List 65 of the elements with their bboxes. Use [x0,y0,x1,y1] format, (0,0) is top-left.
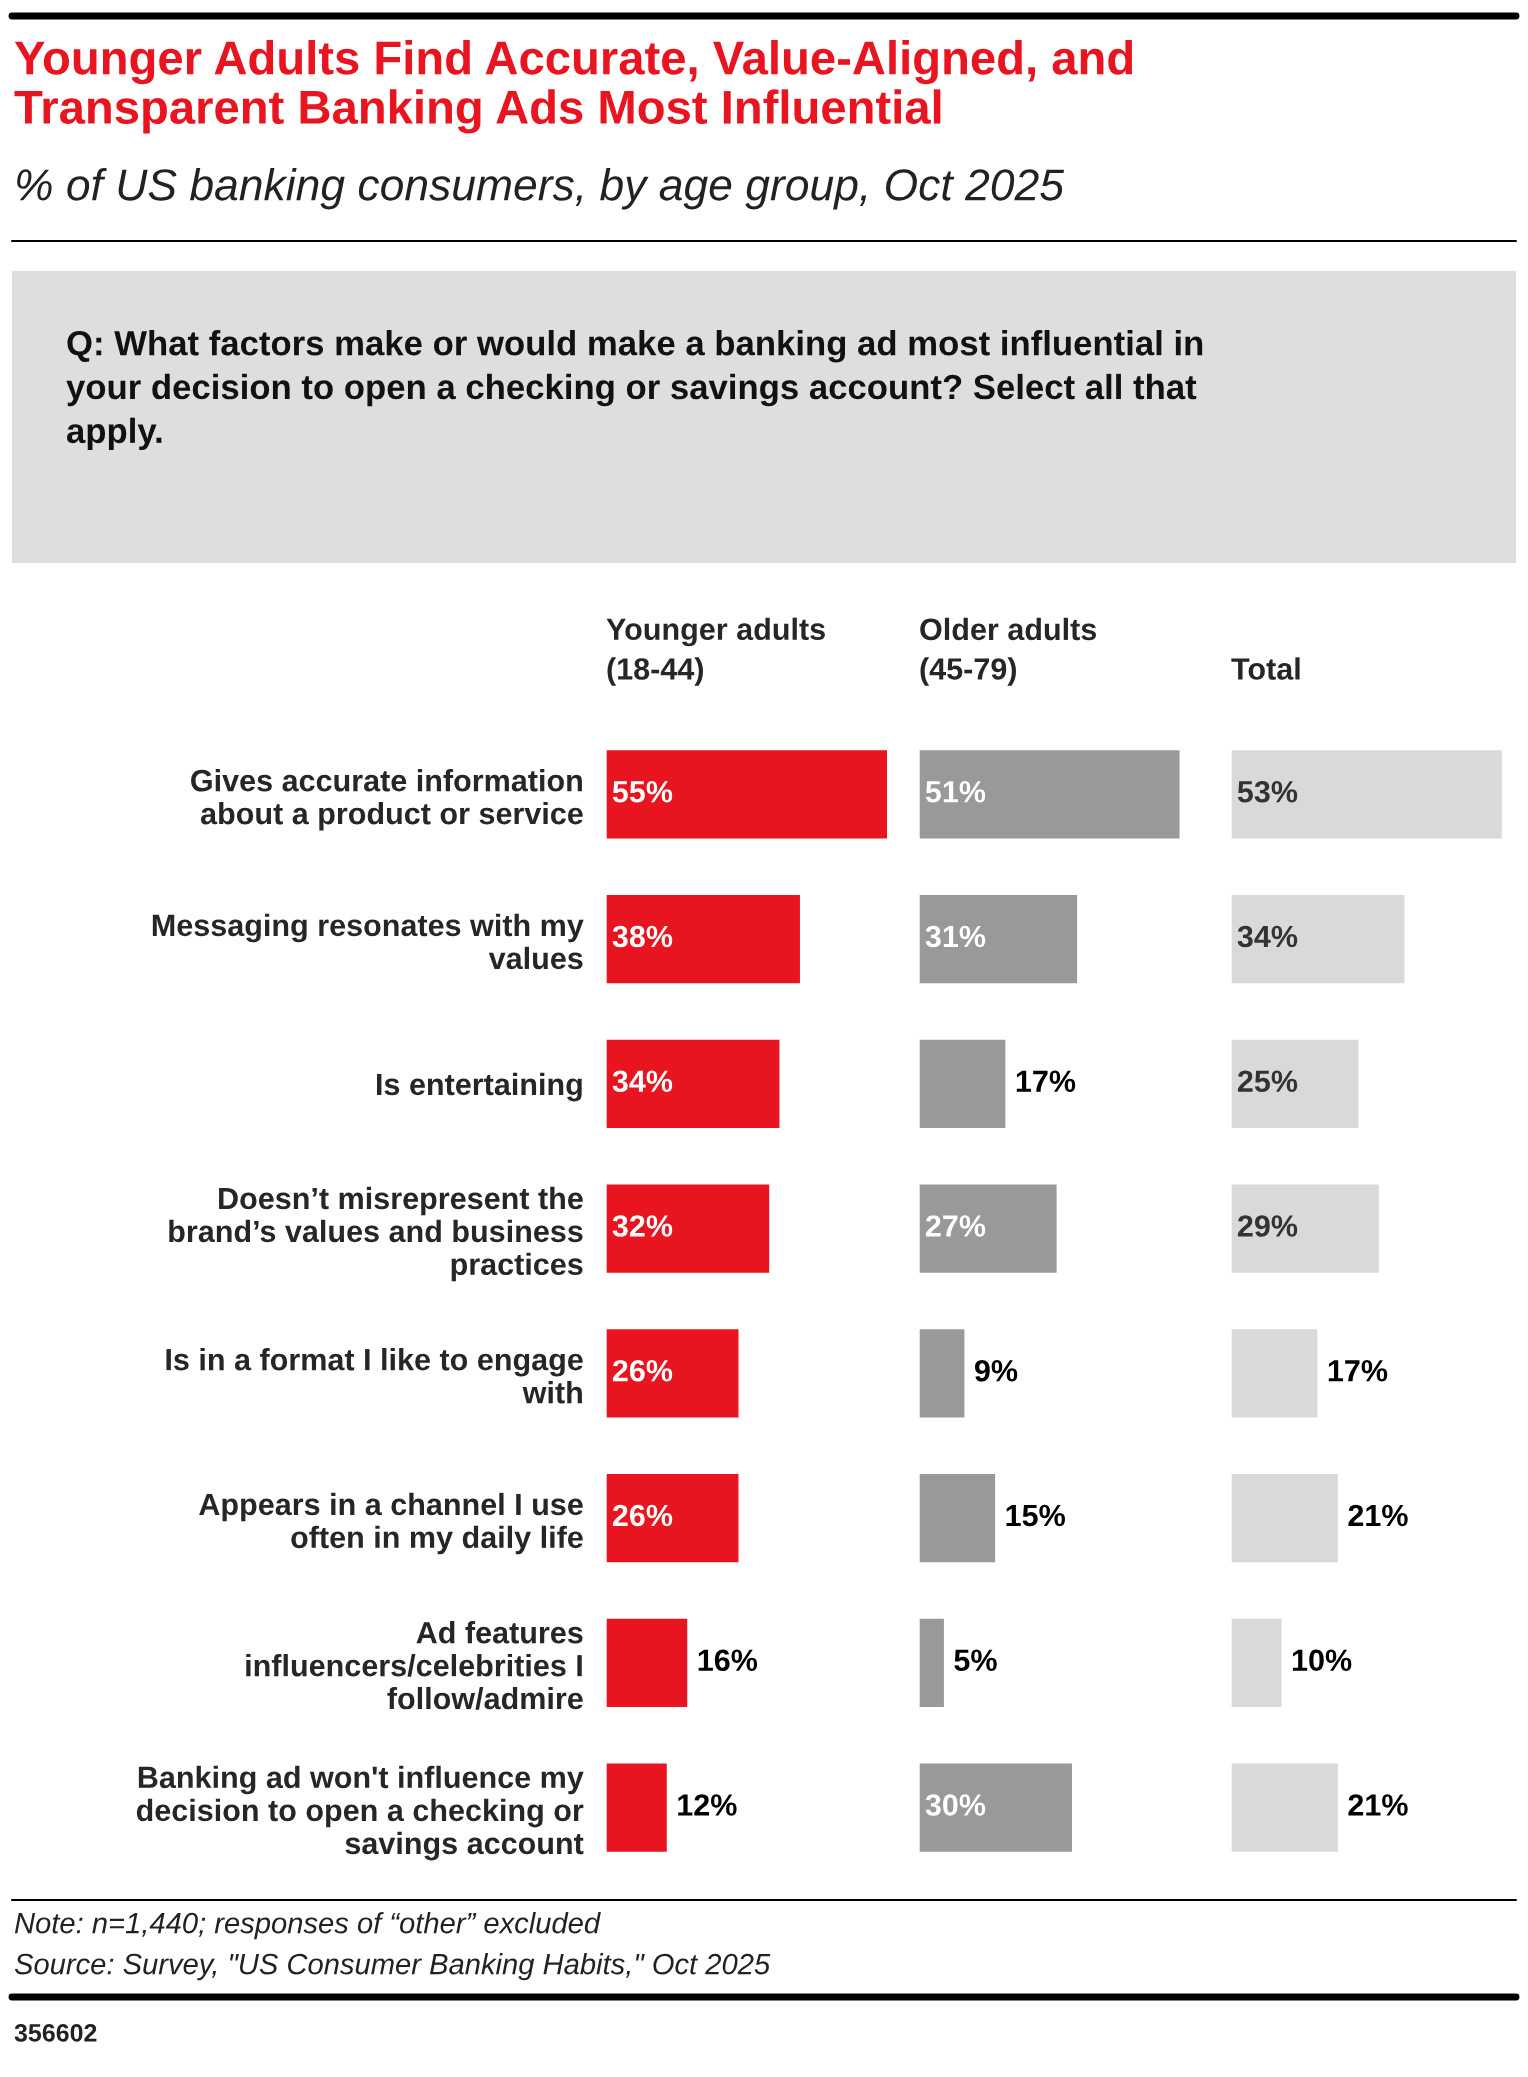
bar [606,748,889,840]
bar [919,1183,1058,1275]
data-label: 10% [1292,1649,1352,1672]
data-label: 21% [1348,1504,1408,1527]
bar [606,1472,740,1564]
bar [606,1183,771,1275]
bar [606,893,802,985]
y-tick-label: Gives accurate information about a product or service [191,769,583,831]
y-tick-label: Is entertaining [377,1072,582,1102]
data-label: 26% [612,1504,673,1527]
bar [1231,1472,1340,1564]
bar [606,1327,740,1419]
data-label: 53% [1237,780,1298,803]
text: Older adults (45-79) [920,617,1097,686]
bar [919,1617,946,1709]
data-label: 38% [612,925,673,948]
data-label: 15% [1006,1504,1065,1527]
text: 356602 [14,2024,97,2042]
y-tick-label: Doesn’t misrepresent the brand’s values and business practices [169,1186,583,1282]
data-label: 16% [698,1649,758,1672]
data-label: 34% [612,1070,673,1093]
bar [1231,1038,1360,1130]
y-tick-label: Appears in a channel I use often in my daily life [199,1492,583,1555]
bar [1231,1327,1319,1419]
y-tick-label: Messaging resonates with my values [152,913,584,970]
data-label: 51% [925,781,986,803]
bar [606,1762,669,1854]
bar [606,1617,689,1709]
data-label: 29% [1237,1215,1298,1237]
bar [1231,1617,1283,1709]
bar [919,748,1181,840]
data-label: 12% [678,1794,737,1816]
text: Note: n=1,440; responses of “other” excluded [14,1912,601,1940]
data-label: 9% [974,1359,1018,1382]
data-label: 5% [954,1649,997,1672]
data-label: 31% [925,925,986,948]
bar [919,1038,1007,1130]
data-label: 21% [1348,1794,1408,1816]
bar [1231,1183,1381,1275]
data-label: 25% [1237,1070,1298,1093]
bar [919,1327,966,1419]
data-label: 17% [1016,1070,1076,1093]
y-tick-label: Is in a format I like to engage with [166,1347,583,1404]
data-label: 26% [612,1359,673,1382]
bar [919,893,1079,985]
chart-subtitle: % of US banking consumers, by age group, Oct 2025 [17,168,1065,210]
text: Younger adults (18-44) [606,617,825,686]
data-label: 32% [612,1215,673,1237]
text: Total [1231,657,1300,680]
bar [919,1472,997,1564]
data-label: 30% [925,1794,986,1816]
bar [1231,893,1406,985]
bar [1231,748,1504,840]
y-tick-label: Ad features influencers/celebrities I follow/admire [246,1621,583,1710]
bar [1231,1762,1340,1854]
data-label: 34% [1237,925,1298,948]
text: Q: What factors make or would make a banking ad most influential in your decision to open a checking or savings account? Select all that apply. [66,330,1203,451]
bar [606,1038,781,1130]
data-label: 27% [925,1215,986,1237]
data-label: 17% [1328,1360,1388,1382]
data-label: 55% [612,781,673,803]
source-note: Source: Survey, "US Consumer Banking Habits," Oct 2025 [14,1953,771,1981]
bar [919,1762,1074,1854]
y-tick-label: Banking ad won't influence my decision to open a checking or savings account [136,1765,584,1861]
chart-title: Younger Adults Find Accurate, Value-Aligned, and Transparent Banking Ads Most Influential [14,40,1133,134]
